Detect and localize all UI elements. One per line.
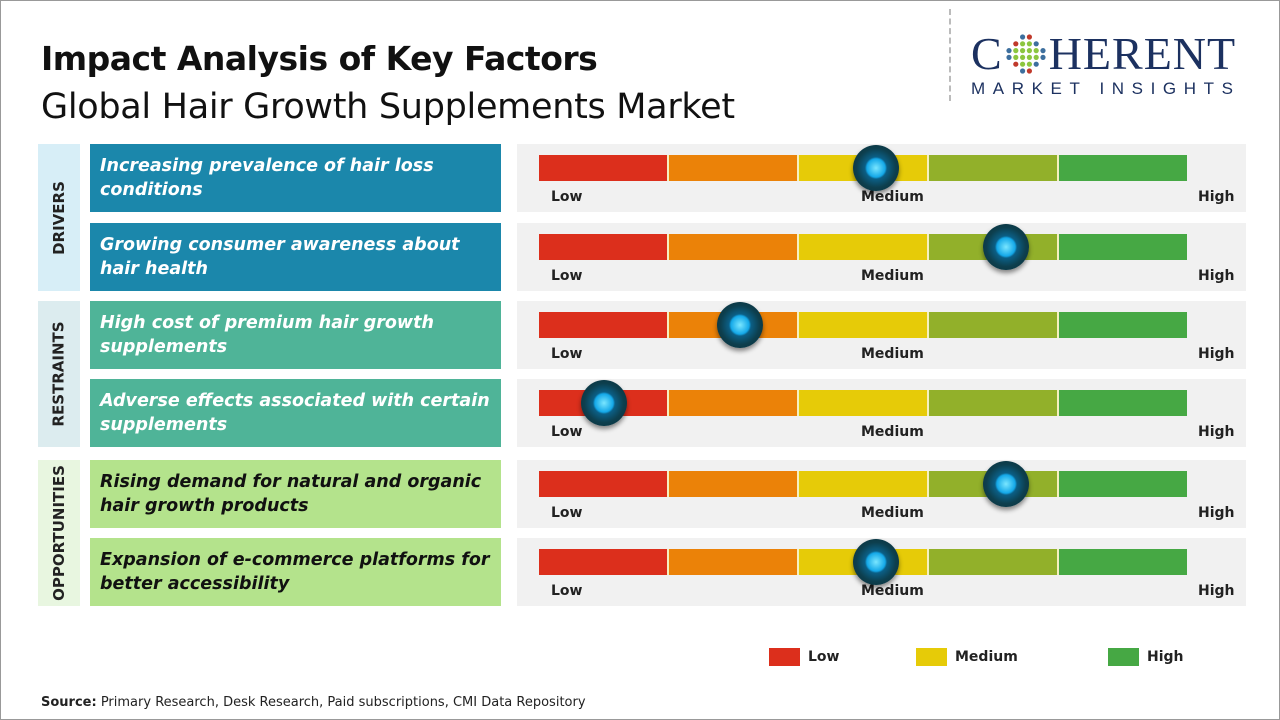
gauge-segment bbox=[799, 390, 929, 416]
impact-indicator-knob bbox=[580, 380, 627, 426]
factor-label: Adverse effects associated with certain … bbox=[90, 379, 501, 447]
gauge-segment bbox=[1059, 234, 1187, 260]
gauge-segment bbox=[669, 234, 799, 260]
impact-gauge: Low Medium High bbox=[517, 460, 1246, 528]
scale-label-high: High bbox=[1198, 346, 1235, 362]
factor-label: Increasing prevalence of hair loss condi… bbox=[90, 144, 501, 212]
gauge-segment bbox=[539, 155, 669, 181]
logo-subtitle: MARKET INSIGHTS bbox=[971, 79, 1241, 98]
impact-gauge: Low Medium High bbox=[517, 379, 1246, 447]
impact-indicator-knob bbox=[982, 224, 1029, 270]
gauge-bar bbox=[539, 234, 1187, 260]
scale-label-low: Low bbox=[551, 268, 583, 284]
gauge-segment bbox=[669, 390, 799, 416]
scale-label-low: Low bbox=[551, 505, 583, 521]
scale-label-medium: Medium bbox=[861, 424, 924, 440]
impact-indicator-knob bbox=[982, 461, 1029, 507]
factor-label: Expansion of e-commerce platforms for be… bbox=[90, 538, 501, 606]
gauge-segment bbox=[929, 390, 1059, 416]
legend-swatch bbox=[1108, 648, 1139, 666]
gauge-segment bbox=[1059, 549, 1187, 575]
scale-label-low: Low bbox=[551, 424, 583, 440]
gauge-segment bbox=[539, 471, 669, 497]
gauge-segment bbox=[799, 312, 929, 338]
gauge-segment bbox=[929, 549, 1059, 575]
gauge-segment bbox=[929, 312, 1059, 338]
gauge-segment bbox=[1059, 390, 1187, 416]
category-label-restraints: RESTRAINTS bbox=[38, 301, 80, 447]
factor-label: Rising demand for natural and organic ha… bbox=[90, 460, 501, 528]
scale-label-medium: Medium bbox=[861, 505, 924, 521]
scale-label-high: High bbox=[1198, 424, 1235, 440]
gauge-segment bbox=[669, 471, 799, 497]
gauge-segment bbox=[539, 234, 669, 260]
legend-item-medium: Medium bbox=[916, 648, 1018, 666]
gauge-segment bbox=[539, 549, 669, 575]
impact-indicator-knob bbox=[852, 145, 899, 191]
scale-label-high: High bbox=[1198, 583, 1235, 599]
scale-label-medium: Medium bbox=[861, 189, 924, 205]
scale-label-low: Low bbox=[551, 346, 583, 362]
scale-label-medium: Medium bbox=[861, 346, 924, 362]
category-label-opportunities: OPPORTUNITIES bbox=[38, 460, 80, 606]
factor-label: High cost of premium hair growth supplem… bbox=[90, 301, 501, 369]
logo-divider bbox=[949, 9, 951, 101]
scale-label-high: High bbox=[1198, 268, 1235, 284]
gauge-segment bbox=[799, 234, 929, 260]
scale-label-high: High bbox=[1198, 189, 1235, 205]
legend-swatch bbox=[916, 648, 947, 666]
legend-item-low: Low bbox=[769, 648, 839, 666]
impact-gauge: Low Medium High bbox=[517, 144, 1246, 212]
impact-gauge: Low Medium High bbox=[517, 223, 1246, 291]
gauge-bar bbox=[539, 312, 1187, 338]
globe-icon bbox=[1006, 34, 1046, 74]
scale-label-high: High bbox=[1198, 505, 1235, 521]
logo-letter: C bbox=[971, 28, 1003, 79]
impact-gauge: Low Medium High bbox=[517, 301, 1246, 369]
gauge-segment bbox=[1059, 155, 1187, 181]
source-note: Source: Primary Research, Desk Research,… bbox=[41, 695, 586, 710]
impact-indicator-knob bbox=[852, 539, 899, 585]
page-subtitle: Global Hair Growth Supplements Market bbox=[41, 87, 735, 127]
gauge-segment bbox=[669, 549, 799, 575]
category-label-drivers: DRIVERS bbox=[38, 144, 80, 291]
scale-label-medium: Medium bbox=[861, 268, 924, 284]
gauge-bar bbox=[539, 471, 1187, 497]
legend-item-high: High bbox=[1108, 648, 1184, 666]
legend-swatch bbox=[769, 648, 800, 666]
gauge-segment bbox=[1059, 312, 1187, 338]
scale-label-low: Low bbox=[551, 583, 583, 599]
gauge-segment bbox=[1059, 471, 1187, 497]
gauge-segment bbox=[669, 155, 799, 181]
gauge-segment bbox=[929, 155, 1059, 181]
company-logo: C HERENT MARKET INSIGHTS bbox=[971, 31, 1261, 99]
gauge-bar bbox=[539, 155, 1187, 181]
logo-word: HERENT bbox=[1048, 28, 1237, 79]
gauge-segment bbox=[799, 471, 929, 497]
factor-label: Growing consumer awareness about hair he… bbox=[90, 223, 501, 291]
gauge-bar bbox=[539, 390, 1187, 416]
page-title: Impact Analysis of Key Factors bbox=[41, 39, 598, 78]
gauge-segment bbox=[539, 312, 669, 338]
scale-label-medium: Medium bbox=[861, 583, 924, 599]
scale-label-low: Low bbox=[551, 189, 583, 205]
impact-indicator-knob bbox=[716, 302, 763, 348]
impact-gauge: Low Medium High bbox=[517, 538, 1246, 606]
